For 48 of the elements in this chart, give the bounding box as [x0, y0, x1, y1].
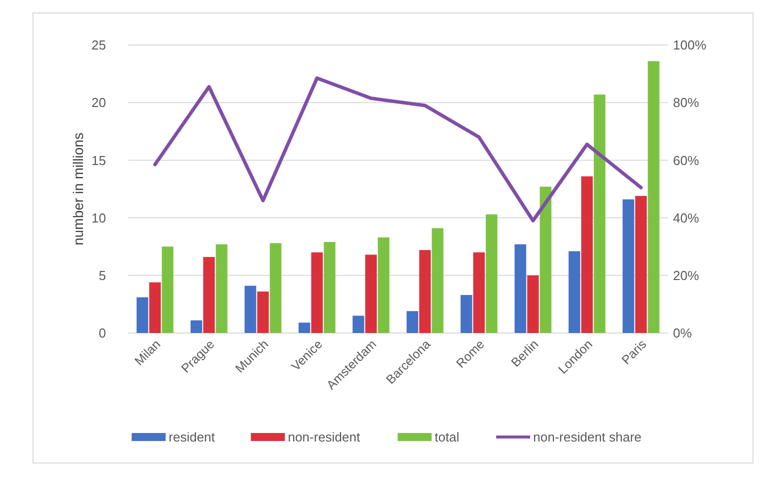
- bar: [635, 196, 647, 333]
- legend-label: total: [434, 430, 460, 445]
- bar: [149, 282, 161, 333]
- bar: [594, 94, 606, 333]
- bar: [216, 244, 228, 333]
- bar: [298, 322, 310, 333]
- y2-tick-label: 100%: [673, 38, 707, 53]
- y-axis-title: number in millions: [70, 132, 86, 246]
- bar: [257, 292, 269, 333]
- y-tick-label: 20: [92, 95, 106, 110]
- bar: [527, 275, 539, 333]
- y2-tick-label: 20%: [673, 268, 700, 283]
- y2-tick-label: 60%: [673, 152, 700, 168]
- line-series: [153, 76, 643, 222]
- bar: [190, 320, 202, 333]
- bar: [581, 176, 593, 333]
- bar: [406, 311, 418, 333]
- bar: [540, 186, 552, 333]
- bar: [378, 237, 390, 333]
- legend-label: non-resident: [288, 430, 361, 445]
- bar: [311, 252, 323, 333]
- bar: [514, 244, 526, 333]
- y-tick-label: 25: [92, 38, 106, 53]
- bar: [244, 286, 256, 333]
- bar: [352, 316, 364, 333]
- y2-tick-label: 0%: [673, 326, 692, 341]
- bar: [419, 250, 431, 333]
- y2-tick-label: 40%: [673, 210, 700, 226]
- bar: [486, 214, 498, 333]
- bar: [270, 243, 282, 333]
- y-tick-label: 0: [98, 326, 106, 341]
- bar: [203, 256, 215, 333]
- bar: [162, 246, 174, 333]
- y-tick-label: 10: [92, 210, 106, 226]
- y-tick-label: 15: [92, 152, 106, 168]
- bar: [473, 252, 485, 333]
- y-tick-label: 5: [98, 268, 106, 283]
- legend-label: resident: [168, 430, 216, 445]
- bar: [460, 294, 472, 333]
- bar: [324, 242, 336, 333]
- bar: [432, 228, 444, 333]
- y2-tick-label: 80%: [673, 95, 700, 110]
- bar: [648, 61, 660, 333]
- bar: [136, 297, 148, 333]
- legend-label: non-resident share: [533, 430, 642, 445]
- bar: [622, 199, 634, 333]
- bar: [568, 251, 580, 333]
- bar: [365, 254, 377, 333]
